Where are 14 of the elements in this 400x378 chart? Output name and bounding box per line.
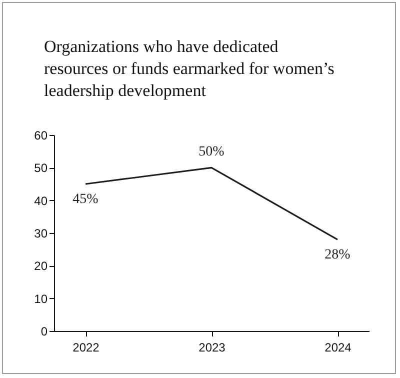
- x-tick-label: 2022: [72, 340, 100, 354]
- data-label: 28%: [324, 248, 351, 263]
- y-tick-label: 60: [34, 128, 48, 142]
- data-label: 45%: [72, 192, 99, 207]
- y-tick-label: 10: [34, 292, 48, 306]
- y-tick-label: 30: [34, 226, 48, 240]
- y-tick-label: 40: [34, 194, 48, 208]
- y-tick-label: 20: [34, 259, 48, 274]
- chart-title: Organizations who have dedicated resources or funds earmarked for women’s leadership development: [44, 36, 336, 102]
- data-label: 50%: [198, 144, 225, 160]
- x-tick-label: 2023: [198, 340, 226, 354]
- x-tick-label: 2024: [324, 340, 352, 354]
- y-tick-label: 0: [40, 324, 48, 338]
- y-tick-label: 50: [34, 161, 48, 176]
